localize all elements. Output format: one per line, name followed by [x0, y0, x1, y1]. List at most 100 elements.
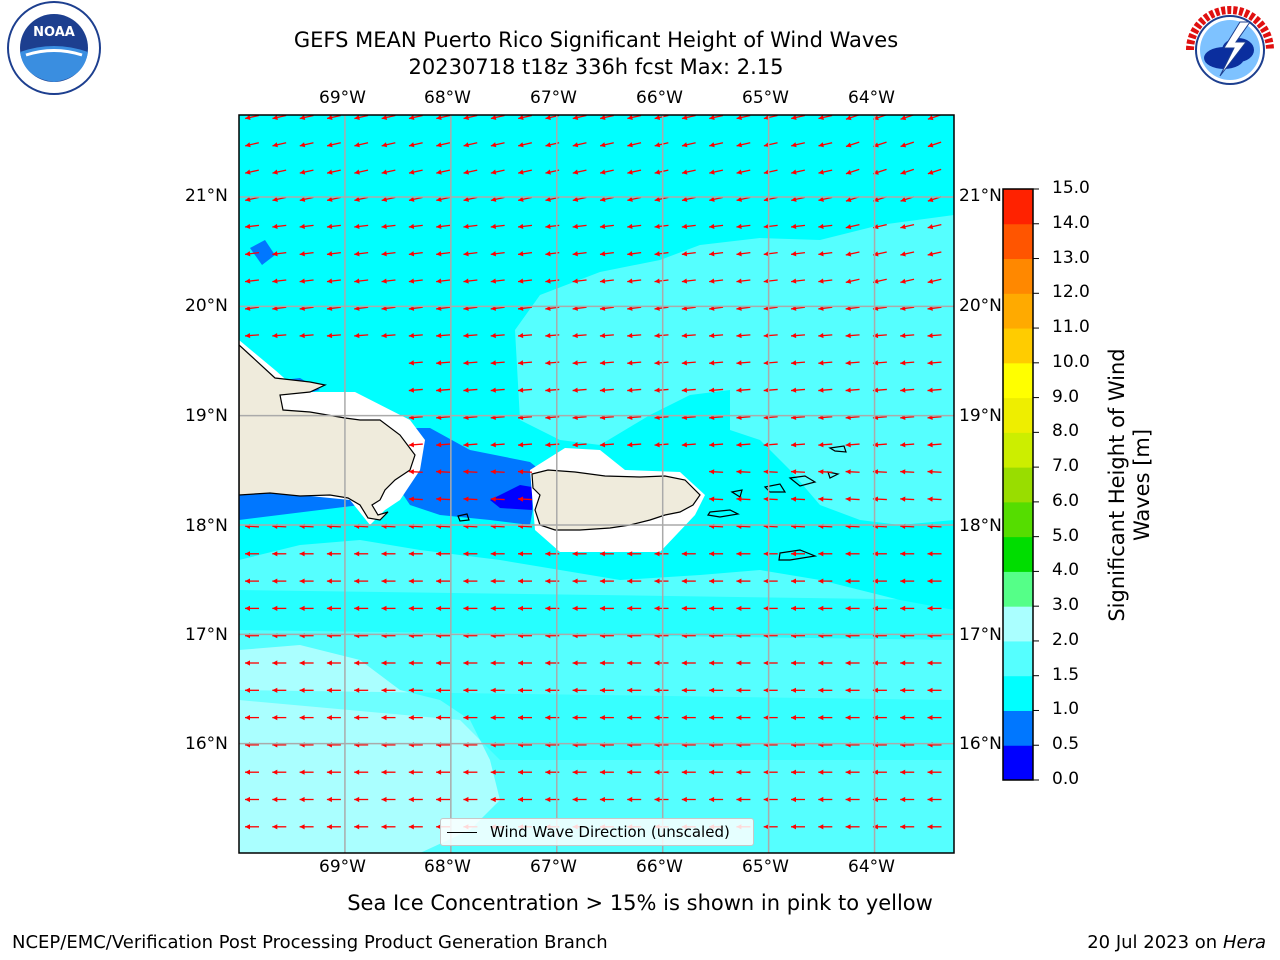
wind-wave-arrow-head [299, 769, 305, 775]
wind-wave-arrow-head [545, 223, 551, 230]
wind-wave-arrow-head [791, 578, 796, 584]
wind-wave-arrow-head [490, 115, 497, 120]
noaa-logo-icon: NOAA [7, 1, 101, 95]
wind-wave-arrow-head [736, 605, 742, 611]
wind-wave-arrow-head [872, 687, 878, 693]
wind-wave-arrow-head [927, 115, 934, 121]
wind-wave-arrow-head [354, 142, 360, 148]
wind-wave-arrow-head [654, 251, 660, 257]
wind-wave-arrow-head [900, 769, 906, 775]
wind-wave-arrow-head [681, 196, 688, 202]
wind-wave-arrow-head [900, 142, 907, 148]
wind-wave-arrow-head [599, 223, 606, 230]
wind-wave-arrow-head [545, 796, 551, 803]
wind-wave-arrow-head [627, 796, 633, 803]
wind-wave-arrow-head [545, 251, 551, 257]
wind-wave-arrow-head [736, 715, 742, 721]
wind-wave-arrow-head [927, 332, 933, 339]
wind-wave-arrow-head [272, 578, 278, 584]
colorbar-segment [1003, 328, 1033, 364]
wind-wave-arrow-head [245, 660, 250, 666]
wind-wave-arrow-head [490, 223, 497, 230]
wind-wave-arrow-head [681, 715, 687, 721]
wind-wave-arrow-head [927, 715, 933, 721]
wind-wave-arrow-head [272, 715, 278, 721]
wind-wave-arrow-head [572, 196, 579, 202]
wind-wave-arrow-head [299, 251, 305, 257]
wind-wave-arrow-head [681, 687, 687, 693]
lon-label-bottom-68w: 68°W [424, 857, 471, 877]
map-legend: Wind Wave Direction (unscaled) [440, 818, 754, 846]
wind-wave-arrow-head [299, 824, 305, 830]
wind-wave-arrow-head [545, 715, 551, 721]
wind-wave-arrow-head [845, 769, 851, 775]
wind-wave-arrow-head [763, 251, 770, 257]
wind-wave-arrow-head [736, 223, 742, 230]
wind-wave-arrow-head [763, 223, 770, 230]
lon-label-top-69w: 69°W [319, 88, 366, 108]
wind-wave-arrow-head [791, 824, 796, 830]
wind-wave-arrow-head [845, 605, 851, 611]
wind-wave-arrow-head [845, 224, 852, 230]
colorbar-tick-label: 5.0 [1052, 525, 1080, 546]
wind-wave-arrow-head [791, 605, 796, 611]
colorbar-tick-label: 12.0 [1052, 282, 1090, 303]
wind-wave-arrow-head [872, 769, 878, 775]
wind-wave-arrow-head [408, 223, 415, 230]
wind-wave-arrow-head [709, 142, 715, 148]
wind-wave-arrow-head [627, 551, 633, 557]
wind-wave-arrow-head [326, 278, 333, 284]
wind-wave-arrow-head [872, 387, 879, 393]
wind-wave-arrow-head [572, 142, 579, 148]
wind-wave-arrow-head [900, 715, 906, 721]
wind-wave-arrow-head [900, 251, 906, 257]
wind-wave-arrow-head [845, 251, 852, 257]
wind-wave-arrow-head [791, 278, 797, 284]
colorbar-segment [1003, 293, 1033, 329]
wind-wave-arrow-head [326, 551, 332, 557]
wind-wave-arrow-head [709, 360, 715, 366]
wind-wave-arrow-head [627, 223, 633, 230]
wind-wave-arrow-head [436, 387, 442, 393]
lon-label-top-64w: 64°W [848, 88, 895, 108]
wind-wave-arrow-head [791, 196, 797, 202]
wind-wave-arrow-head [736, 196, 743, 202]
wind-wave-arrow-head [463, 469, 469, 475]
wind-wave-arrow-head [272, 278, 278, 284]
wind-wave-arrow-head [245, 115, 251, 120]
wind-wave-arrow-head [627, 442, 633, 448]
wind-wave-arrow-head [518, 169, 524, 175]
wind-wave-arrow-head [436, 769, 442, 775]
wind-wave-arrow-head [272, 196, 278, 202]
wind-wave-arrow-head [845, 578, 851, 584]
wind-wave-arrow-head [245, 169, 251, 175]
wind-wave-arrow-head [436, 796, 442, 803]
wind-wave-arrow-head [354, 824, 360, 830]
wind-wave-arrow-head [845, 496, 851, 502]
wind-wave-arrow-head [518, 387, 524, 393]
wind-wave-arrow-head [572, 223, 578, 230]
wind-wave-arrow-head [436, 578, 442, 584]
lon-label-bottom-66w: 66°W [636, 857, 683, 877]
wind-wave-arrow-head [900, 578, 906, 584]
wind-wave-arrow-head [354, 278, 360, 284]
wind-wave-arrow-head [818, 796, 824, 803]
wind-wave-arrow-head [818, 469, 824, 475]
wind-wave-arrow-head [709, 578, 715, 584]
wind-wave-arrow-head [654, 278, 660, 284]
wind-wave-arrow-head [736, 278, 742, 284]
wind-wave-arrow-head [354, 660, 360, 666]
wind-wave-arrow-head [763, 578, 769, 584]
lon-label-bottom-64w: 64°W [848, 857, 895, 877]
wind-wave-arrow-head [436, 332, 442, 339]
wind-wave-arrow-head [245, 251, 251, 257]
wind-wave-arrow-head [681, 660, 687, 666]
wind-wave-arrow-head [872, 605, 878, 611]
wind-wave-arrow-head [845, 715, 851, 721]
wind-wave-arrow-head [872, 551, 878, 557]
wind-wave-arrow-head [272, 115, 278, 120]
wind-wave-arrow-head [845, 687, 851, 693]
wind-wave-arrow-head [245, 687, 250, 693]
wind-wave-arrow-head [572, 442, 578, 448]
wind-wave-arrow-head [763, 824, 769, 830]
